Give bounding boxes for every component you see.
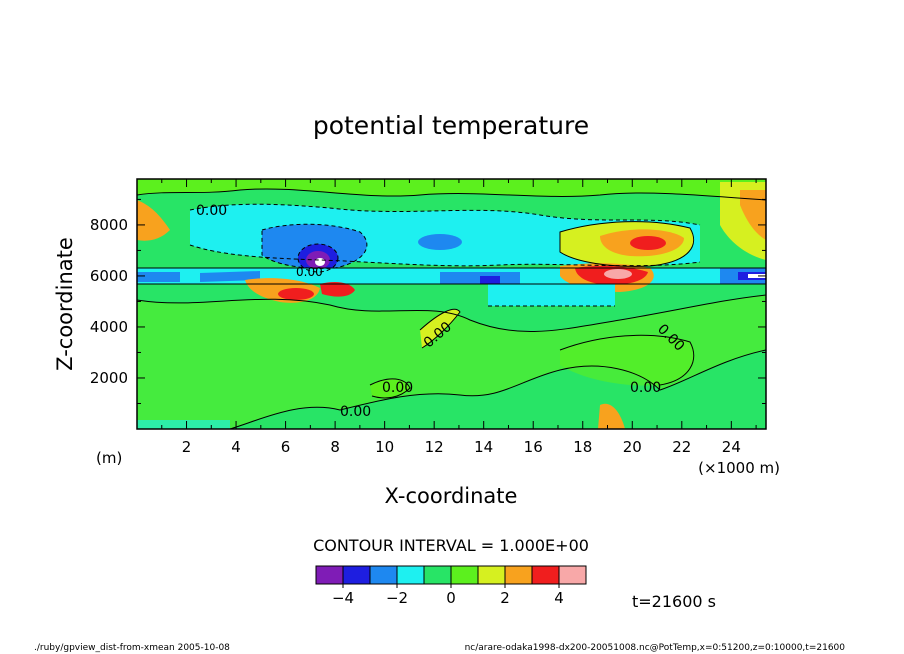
chart-title: potential temperature [313,111,589,140]
colorbar-swatch [477,565,506,585]
contour-label: 0.00 [630,380,661,396]
colorbar-tick-label: 2 [500,589,510,607]
colorbar-swatch [504,565,533,585]
contour-interval-text: CONTOUR INTERVAL = 1.000E+00 [313,536,589,555]
y-axis-label: Z-coordinate [53,237,77,371]
x-unit-left: (m) [96,449,122,467]
colorbar-swatch [315,565,344,585]
contour-label: 0.00 [296,265,323,279]
colorbar-swatch [396,565,425,585]
x-tick-label: 12 [425,438,444,456]
colorbar-swatch [423,565,452,585]
contour-label: 0.00 [340,404,371,420]
colorbar-tick-label: 0 [446,589,456,607]
x-tick-label: 20 [623,438,642,456]
x-tick-label: 18 [573,438,592,456]
colorbar-swatch [531,565,560,585]
x-axis-label: X-coordinate [385,484,518,508]
colorbar-tick-label: −2 [386,589,408,607]
x-tick-label: 24 [722,438,741,456]
contour-label: 0.00 [382,380,413,396]
colorbar-tick-label: 4 [554,589,564,607]
colorbar: −4 −2 0 2 4 [315,565,587,607]
x-tick-label: 22 [672,438,691,456]
x-tick-label: 2 [182,438,192,456]
x-tick-label: 8 [330,438,340,456]
footer-right: nc/arare-odaka1998-dx200-20051008.nc@Pot… [465,643,846,653]
y-tick-label: 8000 [90,216,128,234]
x-unit-right: (×1000 m) [698,459,780,477]
colorbar-tick-label: −4 [332,589,354,607]
x-tick-label: 10 [375,438,394,456]
y-tick-label: 2000 [90,369,128,387]
colorbar-swatch [369,565,398,585]
x-axis-ticks: 2 4 6 8 10 12 14 16 18 20 22 24 [161,179,757,456]
x-tick-label: 14 [474,438,493,456]
x-tick-label: 16 [524,438,543,456]
colorbar-swatch [450,565,479,585]
time-label: t=21600 s [632,592,716,611]
plot-frame [136,178,767,430]
plot-area [137,179,766,429]
y-tick-label: 6000 [90,267,128,285]
colorbar-swatch [558,565,587,585]
y-axis-ticks: 2000 4000 6000 8000 [90,198,766,404]
colorbar-swatch [342,565,371,585]
y-tick-label: 4000 [90,318,128,336]
footer-left: ./ruby/gpview_dist-from-xmean 2005-10-08 [34,643,230,653]
x-tick-label: 4 [231,438,241,456]
x-tick-label: 6 [281,438,291,456]
contour-label: 0.00 [196,203,227,219]
